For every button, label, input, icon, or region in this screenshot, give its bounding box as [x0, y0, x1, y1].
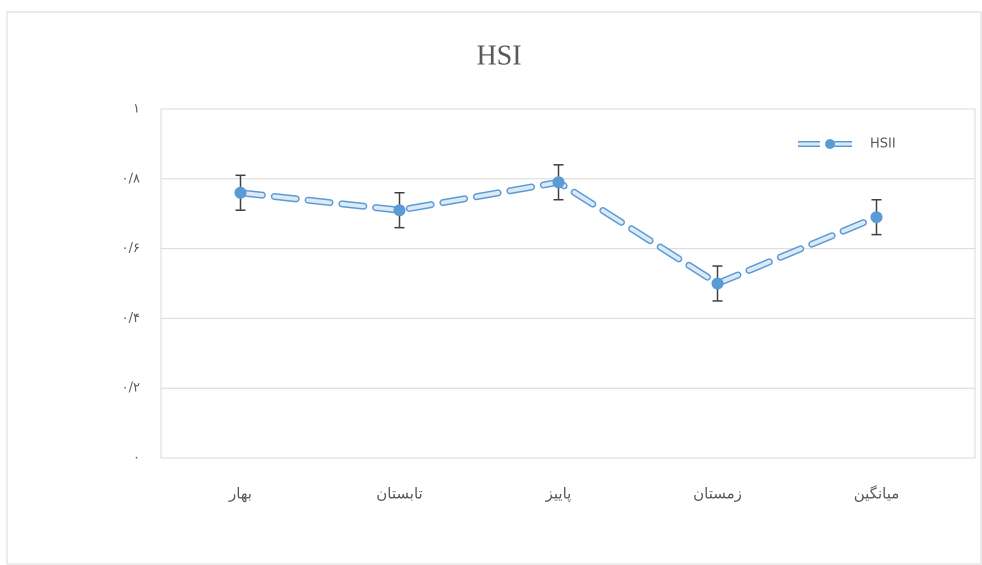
- y-tick-label: ۰: [133, 451, 140, 466]
- y-tick-label: ۰/۶: [122, 241, 140, 256]
- x-tick-label: پاییز: [545, 485, 572, 504]
- chart-frame: [6, 11, 982, 565]
- legend-label: HSII: [870, 137, 896, 152]
- x-tick-label: بهار: [228, 485, 252, 503]
- y-tick-label: ۰/۸: [122, 171, 140, 186]
- point: [870, 211, 883, 224]
- point: [234, 186, 247, 199]
- y-tick-label: ۰/۲: [122, 381, 140, 396]
- legend-marker: [825, 139, 835, 149]
- point: [552, 176, 565, 189]
- y-tick-label: ۰/۴: [122, 311, 140, 326]
- y-tick-label: ۱: [133, 102, 140, 117]
- x-tick-label: میانگین: [854, 485, 900, 503]
- chart-title: HSI: [476, 40, 521, 71]
- point: [711, 277, 724, 290]
- x-tick-label: تابستان: [376, 485, 422, 503]
- point: [393, 204, 406, 217]
- x-tick-label: زمستان: [693, 485, 742, 503]
